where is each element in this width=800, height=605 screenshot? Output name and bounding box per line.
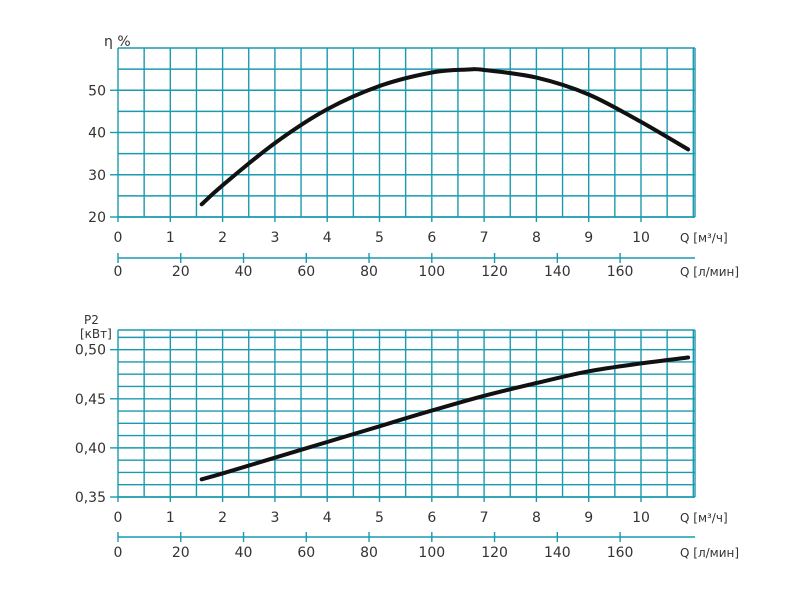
chart-panel-1: 20 30 40 50 η % 0 1 2 3 4 5 6 7 8 9 10 Q [м³/ч] 0 20 40 60 80…	[88, 34, 739, 280]
x-tick-label: 7	[480, 230, 489, 246]
x2-tick-label: 20	[172, 264, 190, 280]
x-tick-label: 8	[532, 230, 541, 246]
x2-tick-label: 20	[172, 545, 190, 561]
y-tick-label: 0,45	[75, 392, 106, 408]
x2-axis-title: Q [л/мин]	[680, 265, 739, 279]
x-axis-title: Q [м³/ч]	[680, 511, 728, 525]
x-tick-label: 6	[427, 510, 436, 526]
x-tick-label: 8	[532, 510, 541, 526]
x2-tick-label: 60	[297, 545, 315, 561]
x-tick-label: 3	[270, 230, 279, 246]
y-tick-label: 0,40	[75, 441, 106, 457]
x2-tick-label: 120	[481, 264, 508, 280]
y-tick-label: 30	[88, 168, 106, 184]
x-tick-label: 9	[584, 510, 593, 526]
x-tick-label: 1	[166, 510, 175, 526]
y-tick-label: 0,35	[75, 490, 106, 506]
x-tick-label: 3	[270, 510, 279, 526]
x-tick-label: 7	[480, 510, 489, 526]
x2-tick-label: 140	[544, 545, 571, 561]
x-tick-label: 10	[632, 230, 650, 246]
x2-tick-label: 100	[418, 264, 445, 280]
y-axis-title: η %	[104, 34, 131, 50]
x2-tick-label: 120	[481, 545, 508, 561]
x-tick-label: 4	[323, 510, 332, 526]
y-axis-title: P2	[84, 313, 99, 327]
x2-tick-label: 160	[607, 545, 634, 561]
chart-panel-2: 0,35 0,40 0,45 0,50 P2[кВт] 0 1 2 3 4 5 6 7 8 9 10 Q [м³…	[75, 313, 739, 561]
x-axis-title: Q [м³/ч]	[680, 231, 728, 245]
x2-tick-label: 0	[114, 264, 123, 280]
x2-tick-label: 80	[360, 264, 378, 280]
x-tick-label: 5	[375, 510, 384, 526]
x-tick-label: 1	[166, 230, 175, 246]
x2-axis-title: Q [л/мин]	[680, 546, 739, 560]
x-tick-label: 5	[375, 230, 384, 246]
x-tick-label: 4	[323, 230, 332, 246]
x-tick-label: 0	[114, 510, 123, 526]
x2-tick-label: 80	[360, 545, 378, 561]
x2-tick-label: 0	[114, 545, 123, 561]
x-tick-label: 10	[632, 510, 650, 526]
x2-tick-label: 140	[544, 264, 571, 280]
x2-tick-label: 40	[235, 264, 253, 280]
x2-tick-label: 160	[607, 264, 634, 280]
x2-tick-label: 100	[418, 545, 445, 561]
x2-tick-label: 40	[235, 545, 253, 561]
x-tick-label: 6	[427, 230, 436, 246]
x-tick-label: 9	[584, 230, 593, 246]
x2-tick-label: 60	[297, 264, 315, 280]
series-line	[199, 67, 691, 207]
x-tick-label: 0	[114, 230, 123, 246]
series-line	[199, 355, 691, 482]
y-axis-unit: [кВт]	[80, 327, 112, 341]
y-tick-label: 40	[88, 126, 106, 142]
x-tick-label: 2	[218, 230, 227, 246]
x-tick-label: 2	[218, 510, 227, 526]
y-tick-label: 50	[88, 83, 106, 99]
y-tick-label: 20	[88, 210, 106, 226]
y-tick-label: 0,50	[75, 343, 106, 359]
